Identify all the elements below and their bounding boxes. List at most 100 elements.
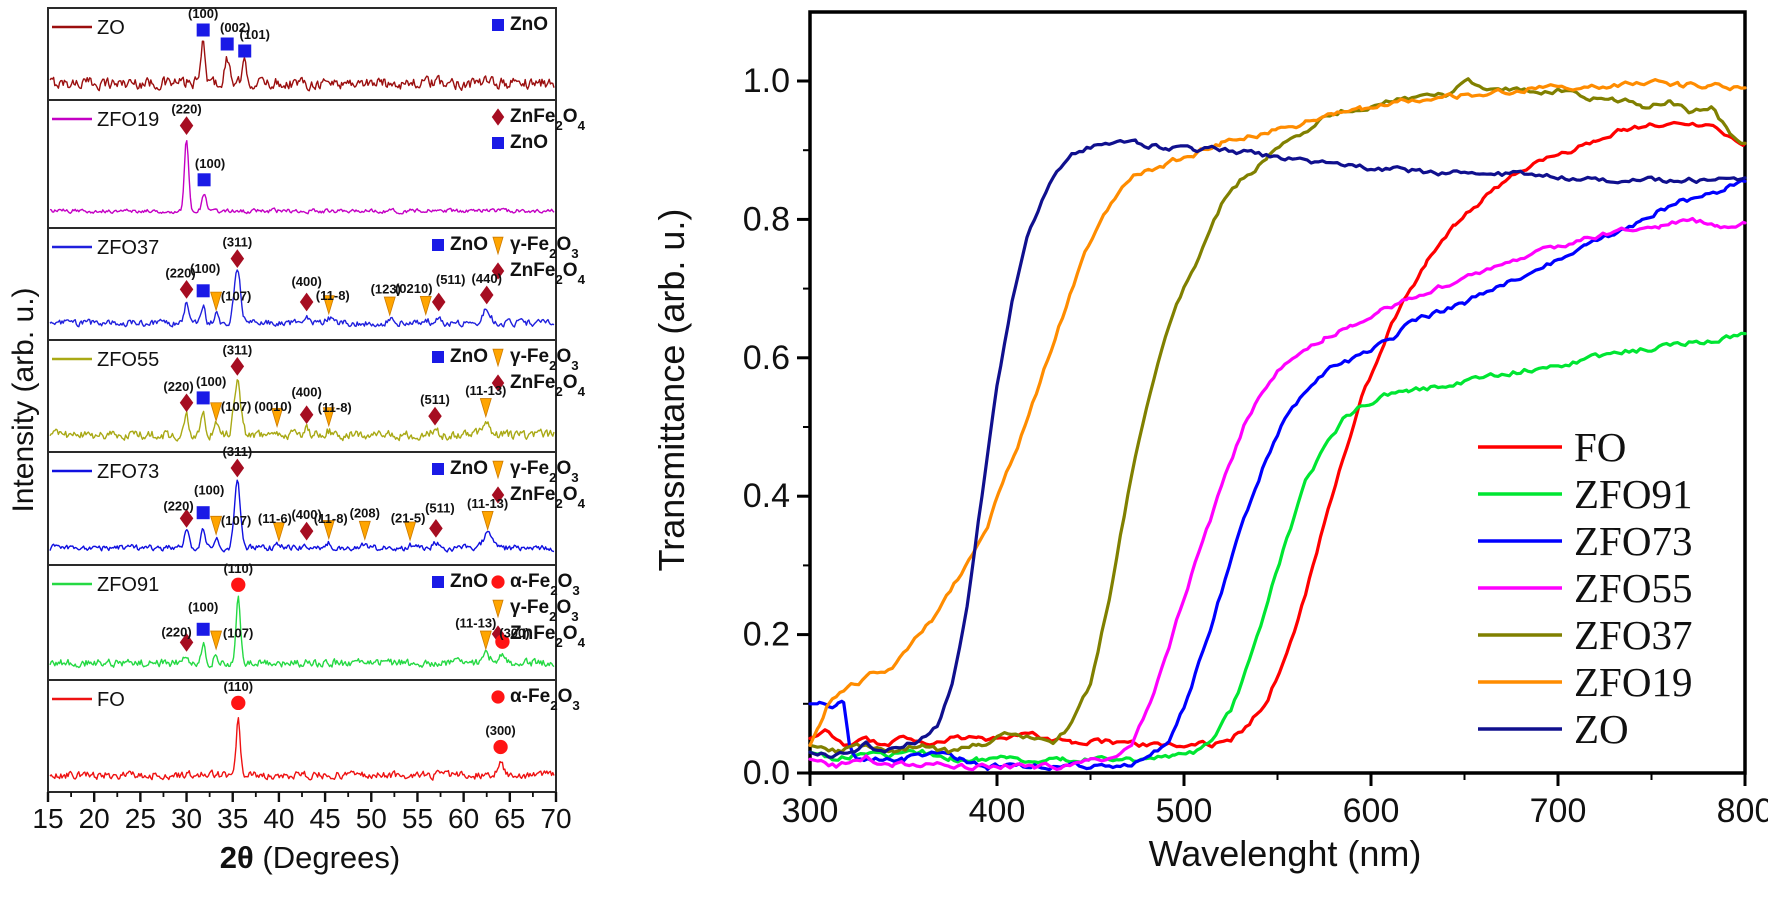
phase-legend-label: ZnO xyxy=(450,346,488,367)
znfe2o4-diamond-marker xyxy=(299,521,314,541)
peak-label: (220) xyxy=(163,379,193,394)
peak-label: (21-5) xyxy=(391,510,426,525)
znfe2o4-diamond-marker xyxy=(179,633,194,652)
peak-label: (11-8) xyxy=(316,288,350,303)
peak-label: (220) xyxy=(163,498,193,513)
phase-legend-label: ZnO xyxy=(450,458,488,479)
gamma-fe2o3-triangle-marker xyxy=(358,520,371,541)
alpha-fe2o3-circle-marker xyxy=(491,690,505,704)
peak-label: (11-8) xyxy=(318,400,352,415)
znfe2o4-diamond-marker xyxy=(491,374,505,392)
sample-label: ZFO73 xyxy=(97,461,159,483)
xrd-trace-FO xyxy=(49,717,555,781)
peak-label: (11-13) xyxy=(455,616,496,631)
x-tick-label: 60 xyxy=(448,803,479,834)
legend-label: ZFO19 xyxy=(1574,659,1692,705)
peak-label: (220) xyxy=(171,102,201,117)
znfe2o4-diamond-marker xyxy=(179,393,194,413)
legend-item-ZFO91: ZFO91 xyxy=(1478,471,1692,517)
legend-label: ZFO73 xyxy=(1574,518,1692,564)
znfe2o4-diamond-marker xyxy=(491,108,505,126)
gamma-fe2o3-triangle-marker xyxy=(479,630,492,651)
peak-label: (220) xyxy=(165,265,195,280)
sample-label: ZFO55 xyxy=(97,349,159,371)
x-tick-label: 400 xyxy=(969,792,1026,830)
peak-label: (110) xyxy=(223,679,253,694)
transmittance-y-axis-title: Transmittance (arb. u.) xyxy=(651,208,692,572)
znfe2o4-diamond-marker xyxy=(429,518,443,538)
peak-label: (400) xyxy=(291,385,321,400)
znfe2o4-diamond-marker xyxy=(299,405,314,425)
znfe2o4-diamond-marker xyxy=(230,458,245,478)
x-tick-label: 700 xyxy=(1530,792,1587,830)
peak-label: (100) xyxy=(188,599,218,614)
series-line-ZFO73 xyxy=(808,178,1747,772)
legend-item-ZFO19: ZFO19 xyxy=(1478,659,1692,705)
peak-label: (107) xyxy=(223,626,253,641)
znfe2o4-diamond-marker xyxy=(431,292,446,312)
peak-label: (0210) xyxy=(395,281,433,296)
znfe2o4-diamond-marker xyxy=(491,486,505,504)
x-tick-label: 500 xyxy=(1156,792,1213,830)
phase-legend-label: ZnO xyxy=(510,132,548,153)
peak-label: (11-6) xyxy=(258,511,292,526)
peak-label: (311) xyxy=(223,342,253,357)
peak-label: (110) xyxy=(223,561,253,576)
znfe2o4-diamond-marker xyxy=(299,292,314,312)
legend-item-ZO: ZO xyxy=(1478,706,1629,752)
peak-label: (100) xyxy=(194,483,224,498)
legend-label: ZO xyxy=(1574,706,1629,752)
peak-label: (123) xyxy=(371,282,401,297)
x-tick-label: 65 xyxy=(494,803,525,834)
phase-legend-label: ZnO xyxy=(450,234,488,255)
phase-legend-label: ZnO xyxy=(450,571,488,592)
peak-label: (11-13) xyxy=(465,383,506,398)
peak-label: (101) xyxy=(240,27,270,42)
legend-item-ZFO55: ZFO55 xyxy=(1478,565,1692,611)
y-tick-label: 0.4 xyxy=(743,477,790,515)
gamma-fe2o3-triangle-marker xyxy=(210,291,223,312)
zno-square-marker xyxy=(196,391,210,405)
alpha-fe2o3-circle-marker xyxy=(495,634,510,649)
gamma-fe2o3-triangle-marker xyxy=(272,522,285,543)
phase-legend-label: γ-Fe2O3 xyxy=(510,458,579,485)
alpha-fe2o3-circle-marker xyxy=(493,739,508,755)
peak-label: (107) xyxy=(221,289,251,304)
y-tick-label: 0.6 xyxy=(743,339,790,377)
gamma-fe2o3-triangle-marker xyxy=(492,348,504,368)
znfe2o4-diamond-marker xyxy=(230,357,245,376)
phase-legend-label: ZnFe2O4 xyxy=(510,372,586,399)
gamma-fe2o3-triangle-marker xyxy=(322,295,335,316)
xrd-trace-ZFO19 xyxy=(49,140,555,215)
legend-label: ZFO37 xyxy=(1574,612,1692,658)
phase-legend-label: γ-Fe2O3 xyxy=(510,346,579,373)
peak-label: (11-8) xyxy=(314,511,348,526)
peak-label: (107) xyxy=(221,399,251,414)
zno-square-marker xyxy=(196,284,210,298)
phase-legend-label: ZnFe2O4 xyxy=(510,106,586,133)
legend-item-ZFO73: ZFO73 xyxy=(1478,518,1692,564)
xrd-panel-ZO: ZO ZnO (100)(002)(101) xyxy=(47,6,557,101)
x-tick-label: 30 xyxy=(171,803,202,834)
legend-item-ZFO37: ZFO37 xyxy=(1478,612,1692,658)
xrd-trace-ZFO55 xyxy=(49,379,555,442)
series-line-ZFO55 xyxy=(808,216,1747,772)
phase-legend-label: α-Fe2O3 xyxy=(510,571,580,598)
alpha-fe2o3-circle-marker xyxy=(231,695,246,711)
series-line-FO xyxy=(808,120,1747,749)
xrd-x-axis-title: 2θ (Degrees) xyxy=(160,840,460,876)
legend-label: ZFO55 xyxy=(1574,565,1692,611)
gamma-fe2o3-triangle-marker xyxy=(492,460,504,480)
sample-label: FO xyxy=(97,689,125,711)
peak-label: (311) xyxy=(223,444,253,459)
znfe2o4-diamond-marker xyxy=(479,285,494,305)
peak-label: (220) xyxy=(161,624,191,639)
y-tick-label: 1.0 xyxy=(743,62,790,100)
sample-label: ZO xyxy=(97,17,125,39)
zno-square-marker xyxy=(432,576,444,588)
y-tick-label: 0.2 xyxy=(743,616,790,654)
